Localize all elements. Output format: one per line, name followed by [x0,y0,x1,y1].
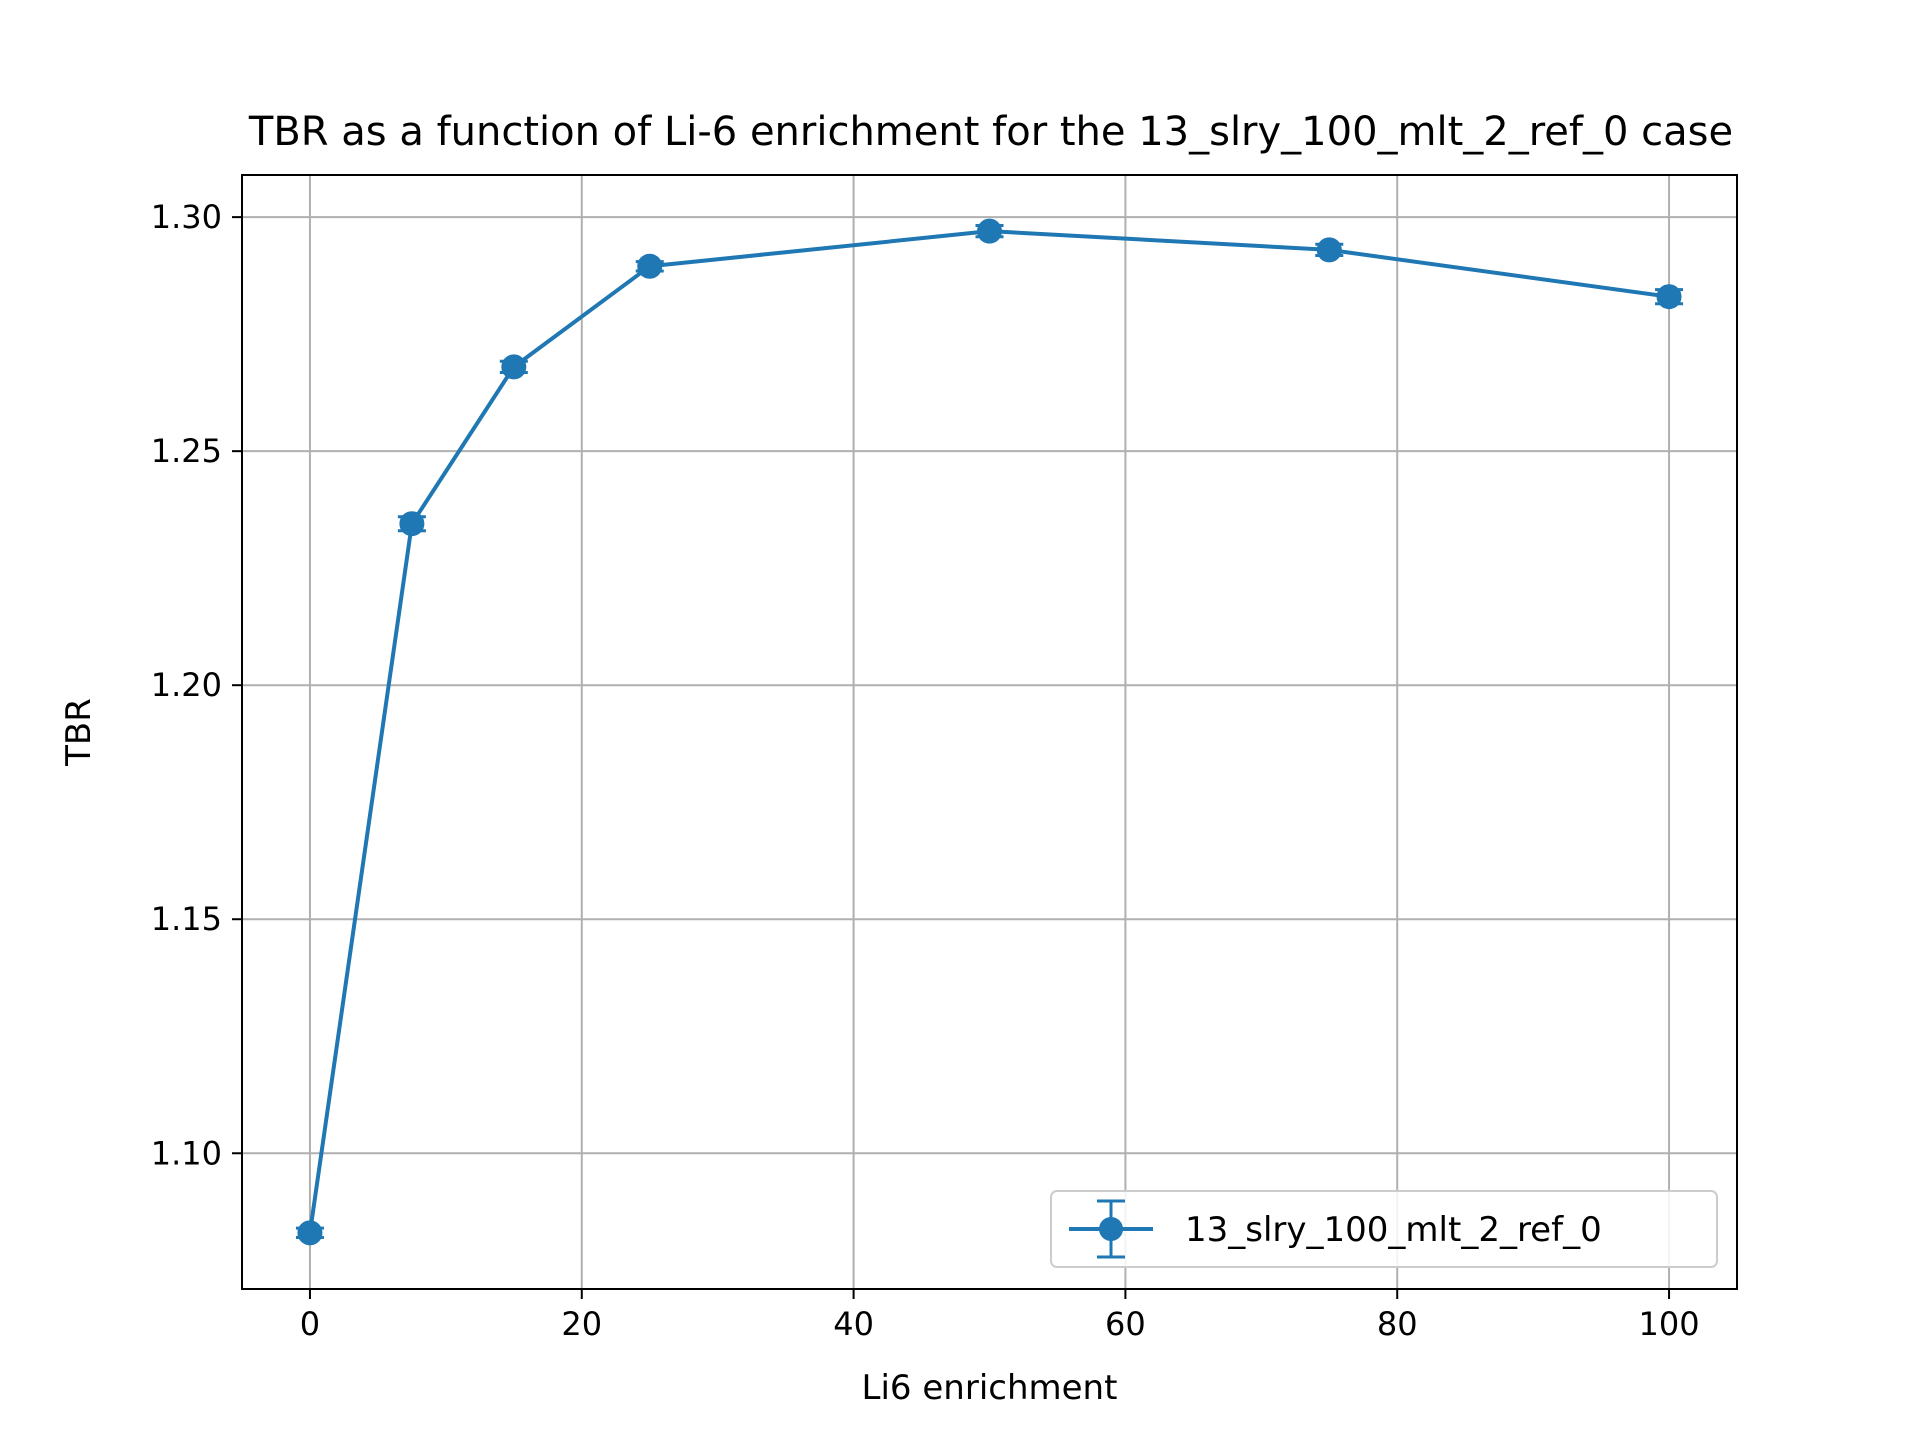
x-tick-label: 40 [833,1305,874,1343]
data-point [297,1220,323,1246]
axis-ticks: 0 20 40 60 80 100 1.10 1.15 1.20 1.25 1.30 [151,198,1700,1343]
plot-frame [241,174,1738,1290]
grid [242,175,1737,1289]
series-line [307,229,1670,1234]
data-point [501,354,527,380]
x-tick-label: 0 [300,1305,320,1343]
series-layer [295,218,1684,1246]
data-point [1316,237,1342,263]
y-tick-label: 1.20 [151,666,222,704]
y-tick-label: 1.25 [151,432,222,470]
data-point [977,218,1002,244]
y-tick-label: 1.15 [151,900,222,938]
legend-marker [1099,1217,1123,1241]
data-point [637,253,663,279]
chart-title: TBR as a function of Li-6 enrichment for… [248,109,1733,155]
y-tick-label: 1.30 [151,198,222,236]
y-axis-label: TBR [59,698,99,767]
legend-box [1050,1190,1718,1268]
x-axis-label: Li6 enrichment [862,1368,1118,1408]
data-point [1656,284,1682,310]
x-tick-label: 80 [1377,1305,1418,1343]
x-tick-label: 60 [1105,1305,1146,1343]
x-tick-label: 100 [1639,1305,1700,1343]
legend-label: 13_slry_100_mlt_2_ref_0 [1185,1210,1602,1250]
legend: 13_slry_100_mlt_2_ref_0 [1050,1190,1718,1268]
y-tick-label: 1.10 [151,1134,222,1172]
x-tick-label: 20 [561,1305,602,1343]
data-point [399,511,425,537]
